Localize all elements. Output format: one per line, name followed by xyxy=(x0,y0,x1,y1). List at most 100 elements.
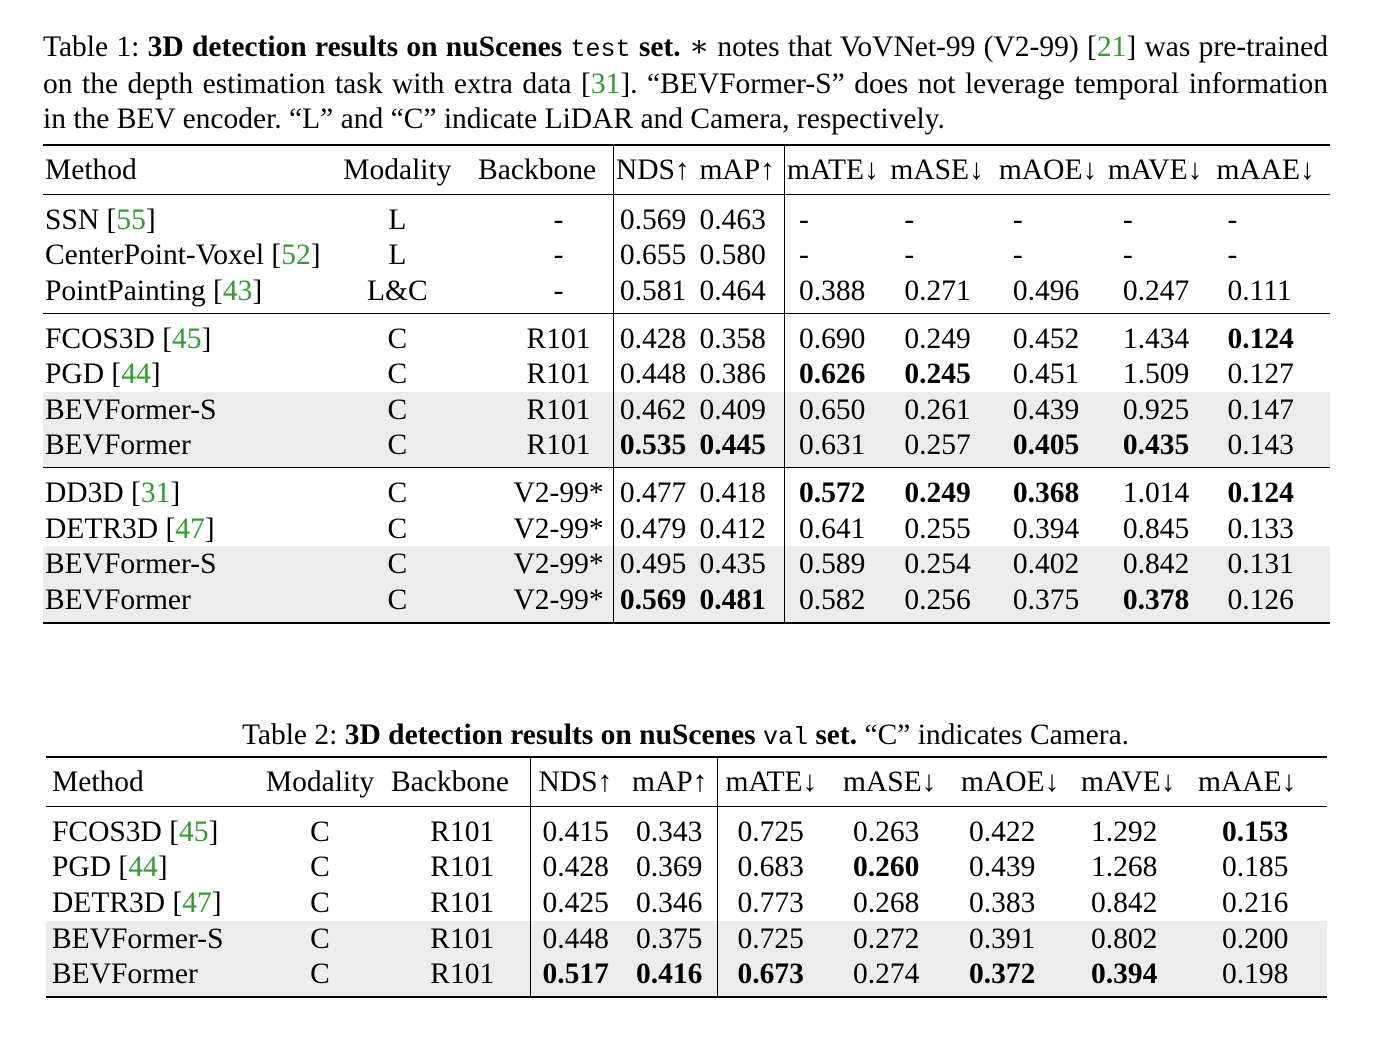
citation-bracket: ] xyxy=(201,322,212,355)
cell-mase: 0.245 xyxy=(904,358,971,391)
citation-link[interactable]: 45 xyxy=(179,815,209,848)
header-mase: mASE↓ xyxy=(890,145,999,195)
citation-link[interactable]: 21 xyxy=(1096,31,1127,63)
citation-bracket: ] xyxy=(252,274,263,307)
cell-modality: C xyxy=(310,886,330,919)
table1-caption: Table 1: 3D detection results on nuScene… xyxy=(43,30,1328,137)
cell-maae: 0.216 xyxy=(1222,886,1289,919)
cell-mave: 0.394 xyxy=(1075,956,1196,997)
cell-maae: 0.153 xyxy=(1222,815,1289,848)
cell-mase: 0.260 xyxy=(853,851,920,884)
cell-maoe: 0.496 xyxy=(998,273,1108,314)
citation-link[interactable]: 47 xyxy=(175,512,205,545)
table1-caption-text2: ] was pre-trained on the depth estimatio… xyxy=(43,31,1329,100)
cell-mase: 0.263 xyxy=(853,815,920,848)
table1-caption-text3: ]. “BEVFormer-S” does not leverage tempo… xyxy=(43,68,1328,135)
table-row: BEVFormer-S C R101 0.462 0.409 0.650 0.261 0.43… xyxy=(43,391,1330,428)
citation-link[interactable]: 47 xyxy=(182,886,212,919)
cell-nds: 0.428 xyxy=(529,849,626,886)
citation-link[interactable]: 52 xyxy=(281,239,311,272)
cell-maae: 0.200 xyxy=(1196,920,1327,957)
table-row: BEVFormer C R101 0.517 0.416 0.673 0.274 0.372 0… xyxy=(46,956,1327,997)
cell-mate: 0.626 xyxy=(784,356,891,392)
cell-mase: - xyxy=(904,203,915,236)
table1-body: SSN [55] L -0.569 0.463- - - - - CenterPoint-Vox… xyxy=(43,194,1330,623)
cell-nds: 0.569 xyxy=(612,194,700,238)
cell-maoe: - xyxy=(1012,239,1023,272)
cell-mave: 0.845 xyxy=(1122,512,1190,545)
cell-method: PGD [44] xyxy=(43,356,321,392)
citation-link[interactable]: 55 xyxy=(116,203,146,236)
cell-method: BEVFormer-S xyxy=(46,920,255,957)
cell-modality: C xyxy=(255,956,385,997)
header-maoe: mAOE↓ xyxy=(953,757,1075,807)
cell-mase: 0.249 xyxy=(904,322,971,355)
cell-maoe: 0.394 xyxy=(1012,512,1080,545)
cell-nds: 0.415 xyxy=(529,806,626,850)
cell-map: 0.369 xyxy=(636,851,703,884)
citation-link[interactable]: 43 xyxy=(222,274,253,307)
cell-mate: 0.725 xyxy=(716,806,835,850)
table1-caption-text1: notes that VoVNet-99 (V2-99) [ xyxy=(717,31,1097,63)
cell-maoe: 0.405 xyxy=(998,427,1108,469)
cell-maae: 0.133 xyxy=(1227,512,1294,545)
citation-link[interactable]: 31 xyxy=(590,68,621,100)
header-map: mAP↑ xyxy=(626,757,717,807)
table2-caption: Table 2: 3D detection results on nuScene… xyxy=(44,718,1327,755)
cell-mase: - xyxy=(904,239,915,272)
cell-modality: C xyxy=(387,322,408,355)
table-row: DD3D [31] C V2-99* 0.477 0.418 0.572 0.249 0.36… xyxy=(43,467,1330,511)
table2: Method Modality Backbone NDS↑ mAP↑ mATE↓… xyxy=(46,756,1327,998)
citation-link[interactable]: 44 xyxy=(128,851,158,884)
cell-maoe: 0.402 xyxy=(998,546,1108,582)
cell-mase: 0.272 xyxy=(835,920,953,957)
cell-mave: 0.925 xyxy=(1107,391,1217,428)
method-name: DETR3D [ xyxy=(45,512,176,545)
cell-mate: 0.650 xyxy=(784,391,891,428)
cell-nds: 0.569 xyxy=(612,581,700,623)
cell-maoe: 0.372 xyxy=(953,956,1075,997)
cell-mave: - xyxy=(1122,239,1133,272)
cell-map: 0.418 xyxy=(699,476,766,509)
cell-map: 0.445 xyxy=(699,427,785,469)
method-name: DD3D [ xyxy=(45,476,141,509)
table1-caption-split: test xyxy=(570,35,631,64)
cell-mase: 0.271 xyxy=(890,273,999,314)
table2-caption-text: “C” indicates Camera. xyxy=(864,719,1130,751)
cell-modality: C xyxy=(320,427,475,469)
cell-mase: 0.256 xyxy=(890,581,999,623)
cell-maoe: 0.391 xyxy=(953,920,1075,957)
citation-link[interactable]: 44 xyxy=(121,358,151,391)
cell-map: 0.435 xyxy=(699,546,785,582)
method-name: FCOS3D [ xyxy=(45,322,173,355)
cell-backbone: - xyxy=(553,203,564,236)
cell-mave: 1.014 xyxy=(1122,476,1190,509)
method-name: SSN [ xyxy=(45,203,117,236)
cell-backbone: R101 xyxy=(430,815,495,848)
cell-modality: C xyxy=(387,512,408,545)
cell-maoe: 0.452 xyxy=(1012,322,1080,355)
header-mase: mASE↓ xyxy=(835,757,953,807)
cell-nds: 0.517 xyxy=(529,956,626,997)
table2-caption-title: 3D detection results on nuScenes xyxy=(344,719,756,751)
star-symbol: ∗ xyxy=(688,31,709,63)
table-row: DETR3D [47] C R101 0.425 0.346 0.773 0.268 0.38… xyxy=(46,885,1327,921)
header-method: Method xyxy=(43,145,321,195)
cell-modality: C xyxy=(320,391,475,428)
cell-nds: 0.448 xyxy=(612,356,700,392)
method-name: BEVFormer xyxy=(45,429,191,462)
cell-backbone: V2-99* xyxy=(474,581,614,623)
cell-mave: 1.509 xyxy=(1122,358,1190,391)
cell-nds: 0.462 xyxy=(612,391,700,428)
cell-maoe: 0.439 xyxy=(969,851,1036,884)
cell-maoe: 0.422 xyxy=(969,815,1036,848)
header-maoe: mAOE↓ xyxy=(998,145,1108,195)
cell-mate: 0.572 xyxy=(784,467,891,511)
citation-link[interactable]: 31 xyxy=(140,476,171,509)
cell-mate: 0.589 xyxy=(784,546,891,582)
method-name: DETR3D [ xyxy=(52,886,183,919)
cell-mase: 0.249 xyxy=(904,476,971,509)
header-mate: mATE↓ xyxy=(716,757,835,807)
table2-body: FCOS3D [45] C R101 0.415 0.343 0.725 0.263 0.42… xyxy=(46,806,1327,997)
citation-link[interactable]: 45 xyxy=(172,322,202,355)
